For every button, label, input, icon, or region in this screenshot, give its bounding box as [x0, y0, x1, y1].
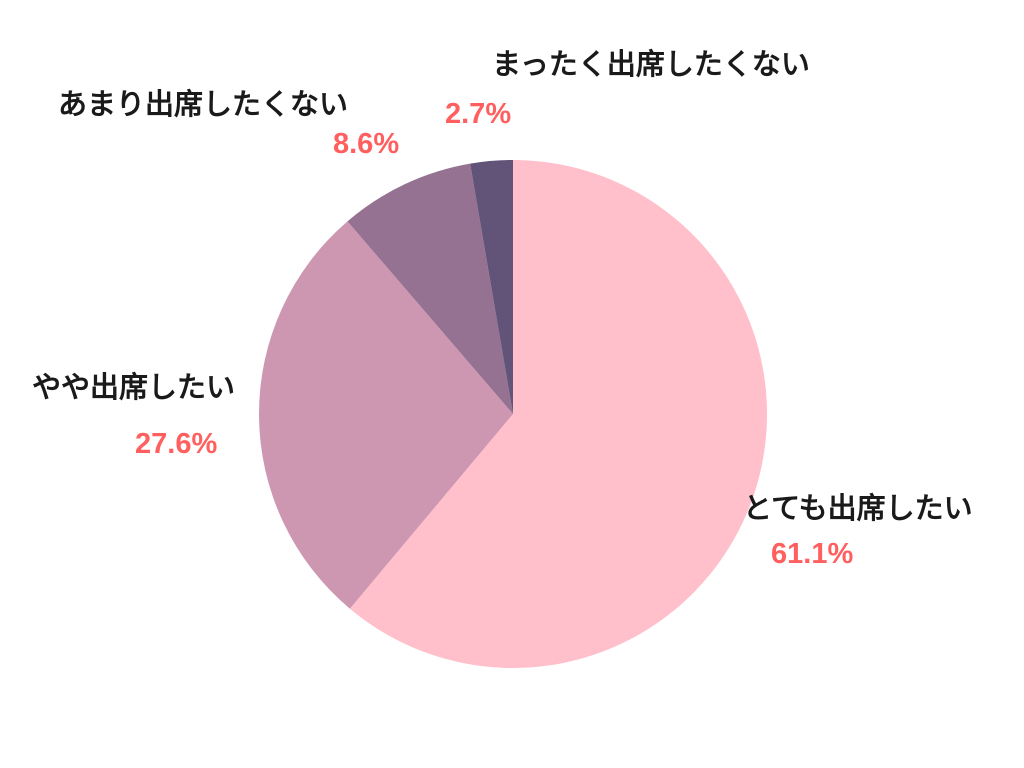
slice-label-totemo: とても出席したい — [743, 491, 973, 525]
pie-slices — [259, 160, 767, 668]
slice-value-totemo: 61.1% — [771, 538, 853, 570]
slice-label-mattaku: まったく出席したくない — [492, 47, 810, 81]
slice-label-yaya: やや出席したい — [32, 370, 235, 404]
slice-value-amari: 8.6% — [333, 128, 399, 160]
slice-value-yaya: 27.6% — [135, 428, 217, 460]
slice-label-amari: あまり出席したくない — [58, 87, 348, 121]
slice-value-mattaku: 2.7% — [445, 98, 511, 130]
